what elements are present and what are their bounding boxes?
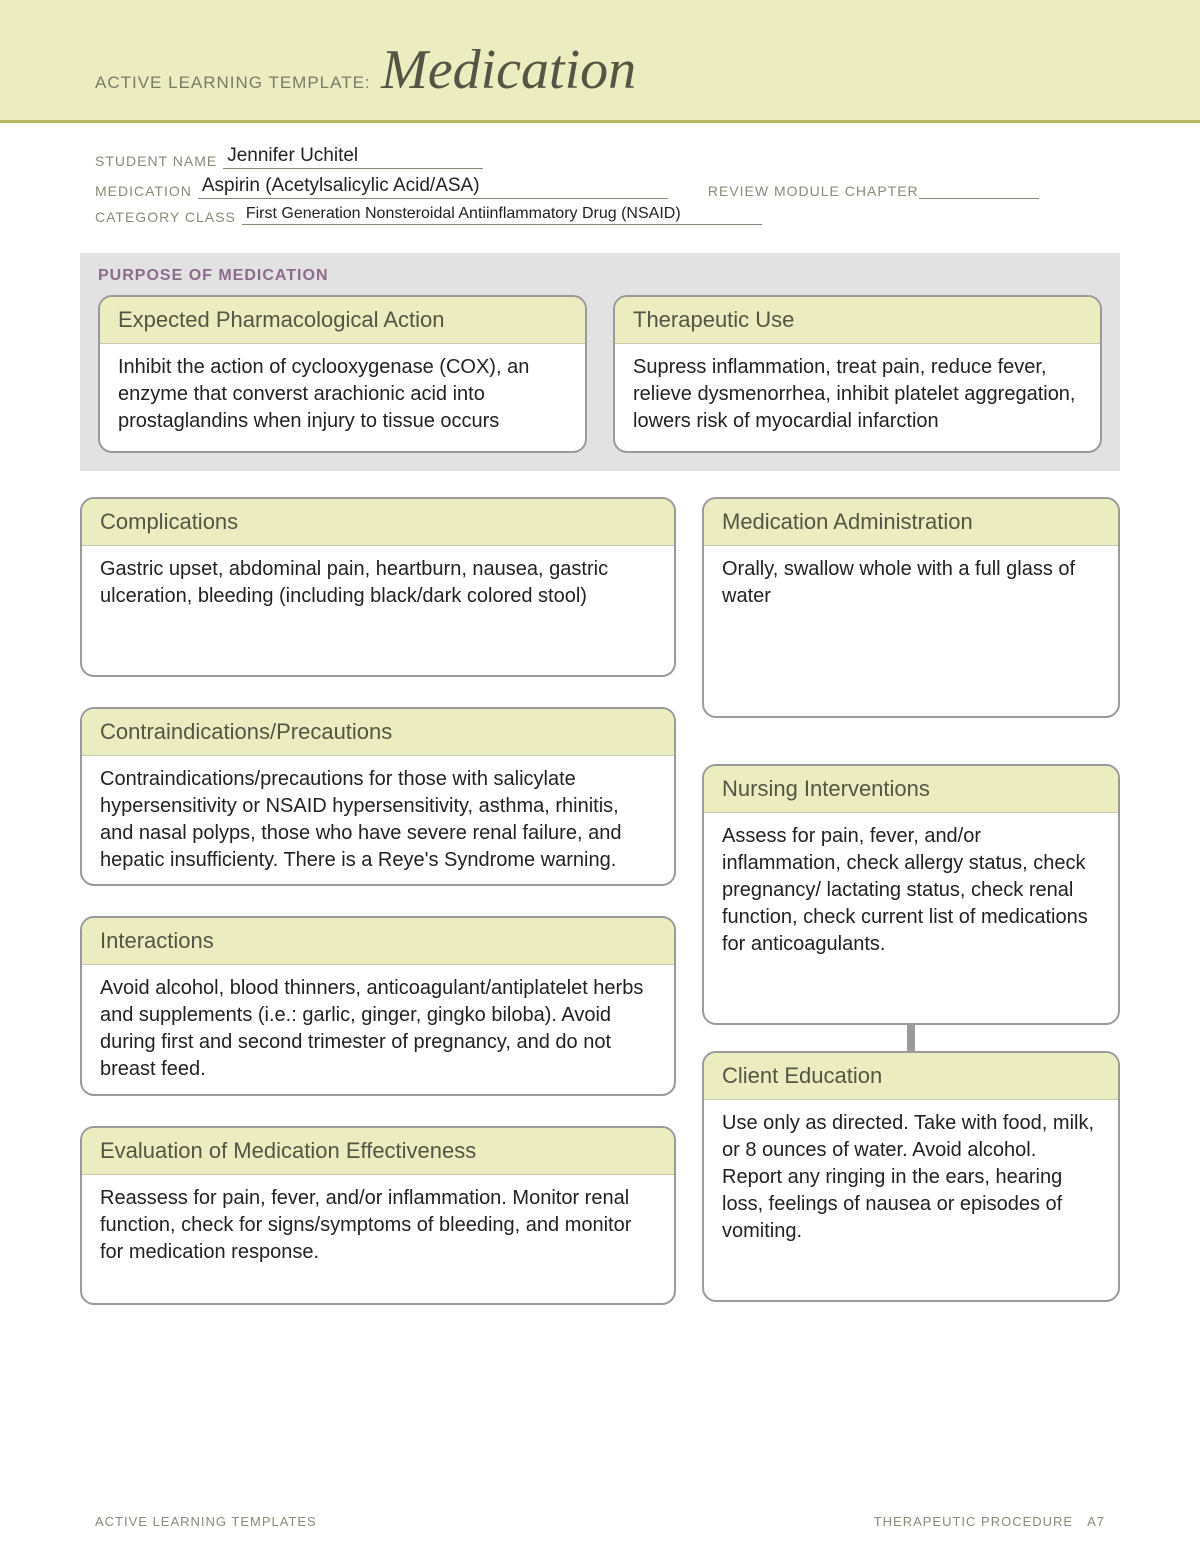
footer-right: THERAPEUTIC PROCEDURE A7 xyxy=(874,1514,1105,1529)
card-contraindications: Contraindications/Precautions Contraindi… xyxy=(80,707,676,887)
review-chapter-blank xyxy=(919,185,1039,199)
card-nursing-interventions: Nursing Interventions Assess for pain, f… xyxy=(702,764,1120,1025)
card-body: Avoid alcohol, blood thinners, anticoagu… xyxy=(82,965,674,1096)
header-band: ACTIVE LEARNING TEMPLATE: Medication xyxy=(0,0,1200,123)
card-interactions: Interactions Avoid alcohol, blood thinne… xyxy=(80,916,676,1096)
medication-value: Aspirin (Acetylsalicylic Acid/ASA) xyxy=(198,175,668,199)
left-column: Complications Gastric upset, abdominal p… xyxy=(80,497,676,1305)
student-name-label: STUDENT NAME xyxy=(95,153,217,169)
card-body: Gastric upset, abdominal pain, heartburn… xyxy=(82,546,674,666)
card-body: Reassess for pain, fever, and/or inflamm… xyxy=(82,1175,674,1295)
right-column: Medication Administration Orally, swallo… xyxy=(702,497,1120,1305)
meta-block: STUDENT NAME Jennifer Uchitel MEDICATION… xyxy=(0,123,1200,243)
content-columns: Complications Gastric upset, abdominal p… xyxy=(0,471,1200,1305)
card-therapeutic-use: Therapeutic Use Supress inflammation, tr… xyxy=(613,295,1102,453)
category-class-value: First Generation Nonsteroidal Antiinflam… xyxy=(242,205,762,225)
purpose-section: PURPOSE OF MEDICATION Expected Pharmacol… xyxy=(80,253,1120,471)
student-name-value: Jennifer Uchitel xyxy=(223,145,483,169)
purpose-heading: PURPOSE OF MEDICATION xyxy=(98,267,1102,285)
card-evaluation: Evaluation of Medication Effectiveness R… xyxy=(80,1126,676,1306)
card-title: Interactions xyxy=(82,918,674,965)
card-body: Inhibit the action of cyclooxygenase (CO… xyxy=(100,344,585,451)
card-title: Expected Pharmacological Action xyxy=(100,297,585,344)
card-title: Nursing Interventions xyxy=(704,766,1118,813)
review-chapter-label: REVIEW MODULE CHAPTER xyxy=(708,183,919,199)
page: ACTIVE LEARNING TEMPLATE: Medication STU… xyxy=(0,0,1200,1553)
card-title: Evaluation of Medication Effectiveness xyxy=(82,1128,674,1175)
card-title: Therapeutic Use xyxy=(615,297,1100,344)
card-pharmacological-action: Expected Pharmacological Action Inhibit … xyxy=(98,295,587,453)
card-body: Supress inflammation, treat pain, reduce… xyxy=(615,344,1100,451)
connector-line xyxy=(907,1025,915,1051)
medication-label: MEDICATION xyxy=(95,183,192,199)
card-body: Contraindications/precautions for those … xyxy=(82,756,674,887)
card-title: Medication Administration xyxy=(704,499,1118,546)
card-medication-administration: Medication Administration Orally, swallo… xyxy=(702,497,1120,718)
footer: ACTIVE LEARNING TEMPLATES THERAPEUTIC PR… xyxy=(95,1514,1105,1529)
category-class-label: CATEGORY CLASS xyxy=(95,209,236,225)
header-prefix: ACTIVE LEARNING TEMPLATE: xyxy=(95,73,371,93)
card-complications: Complications Gastric upset, abdominal p… xyxy=(80,497,676,677)
card-body: Orally, swallow whole with a full glass … xyxy=(704,546,1118,716)
spacer xyxy=(702,718,1120,764)
card-client-education: Client Education Use only as directed. T… xyxy=(702,1051,1120,1302)
footer-left: ACTIVE LEARNING TEMPLATES xyxy=(95,1514,317,1529)
card-body: Use only as directed. Take with food, mi… xyxy=(704,1100,1118,1300)
card-title: Client Education xyxy=(704,1053,1118,1100)
card-body: Assess for pain, fever, and/or inflammat… xyxy=(704,813,1118,1023)
card-title: Complications xyxy=(82,499,674,546)
card-title: Contraindications/Precautions xyxy=(82,709,674,756)
header-title: Medication xyxy=(381,38,636,102)
